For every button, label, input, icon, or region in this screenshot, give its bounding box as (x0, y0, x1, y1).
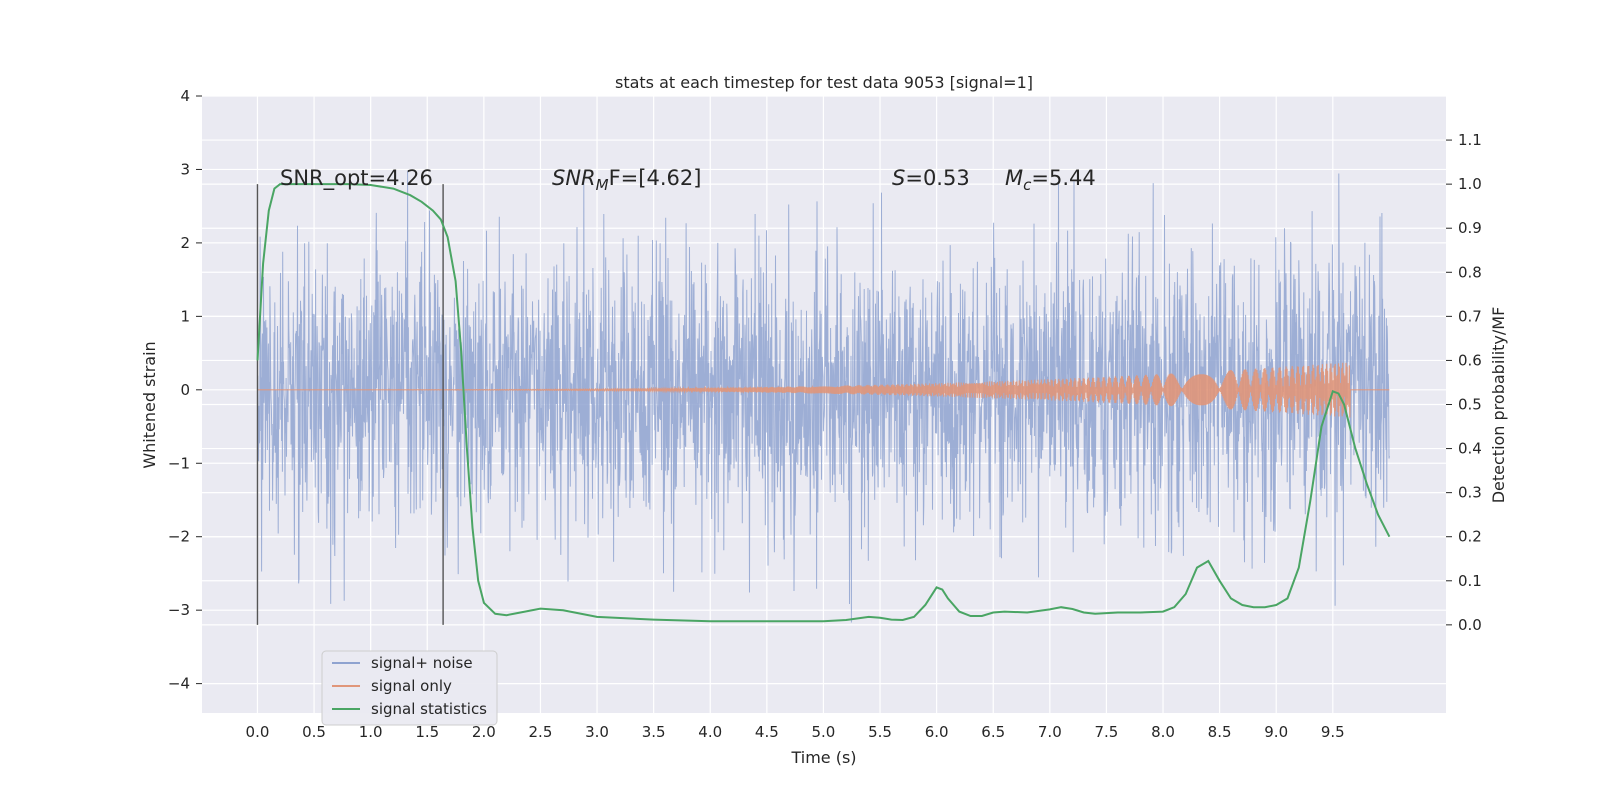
annotation-s: S=0.53 (892, 166, 970, 190)
y-tick-label-2: 2 (180, 234, 190, 252)
signal-statistics-series (256, 183, 1391, 623)
x-tick-label-12: 6.0 (925, 723, 949, 741)
annotation-snr-mf: SNRMF=[4.62] (552, 166, 701, 194)
x-tick-label-17: 8.5 (1208, 723, 1232, 741)
x-axis-label: Time (s) (790, 748, 856, 767)
x-tick-label-16: 8.0 (1151, 723, 1175, 741)
x-tick-label-11: 5.5 (868, 723, 892, 741)
annotation-s-value: =0.53 (905, 166, 969, 190)
vertical-markers (256, 184, 444, 625)
y-axis-ticks: 4 3 2 1 0 −1 −2 −3 −4 (168, 87, 202, 693)
y2-tick-label-6: 0.5 (1458, 396, 1482, 414)
y-tick-label-7: −3 (168, 601, 190, 619)
annotation-snr-mf-sub: M (596, 176, 609, 194)
x-tick-label-2: 1.0 (359, 723, 383, 741)
y2-tick-label-8: 0.3 (1458, 484, 1482, 502)
annotation-mc: Mc=5.44 (1005, 166, 1096, 194)
y2-tick-label-3: 0.8 (1458, 263, 1482, 281)
annotation-snr-mf-rest: F=[4.62] (609, 166, 702, 190)
y2-tick-label-10: 0.1 (1458, 572, 1482, 590)
x-tick-label-6: 3.0 (585, 723, 609, 741)
x-tick-label-3: 1.5 (415, 723, 439, 741)
annotation-snr-mf-main: SNR (552, 166, 596, 190)
signal-only-series (257, 362, 1390, 418)
y2-tick-label-4: 0.7 (1458, 307, 1482, 325)
x-tick-label-1: 0.5 (302, 723, 326, 741)
signal-statistics-line (256, 183, 1391, 623)
y2-axis-label: Detection probability/MF (1489, 307, 1508, 504)
annotation-mc-sub: c (1023, 176, 1032, 194)
x-tick-label-9: 4.5 (755, 723, 779, 741)
y-tick-label-1: 3 (180, 160, 190, 178)
y-tick-label-6: −2 (168, 528, 190, 546)
y2-tick-label-9: 0.2 (1458, 528, 1482, 546)
y2-tick-label-2: 0.9 (1458, 219, 1482, 237)
y-tick-label-0: 4 (180, 87, 190, 105)
y2-tick-label-7: 0.4 (1458, 440, 1482, 458)
x-tick-label-19: 9.5 (1321, 723, 1345, 741)
x-tick-label-15: 7.5 (1094, 723, 1118, 741)
y2-axis-ticks: 1.1 1.0 0.9 0.8 0.7 0.6 0.5 0.4 0.3 0.2 0.1 0.0 (1446, 131, 1482, 634)
x-axis-ticks: 0.0 0.5 1.0 1.5 2.0 2.5 3.0 3.5 4.0 4.5 5.0 5.5 6.0 6… (246, 723, 1345, 741)
legend-label-signal-statistics: signal statistics (371, 700, 487, 718)
y-axis-label: Whitened strain (140, 341, 159, 468)
y-tick-label-8: −4 (168, 675, 190, 693)
y-tick-label-4: 0 (180, 381, 190, 399)
signal-noise-series (257, 171, 1390, 623)
legend-box (321, 650, 498, 726)
y-tick-label-5: −1 (168, 454, 190, 472)
signal-only-line (257, 362, 1390, 418)
annotation-snr-opt: SNR_opt=4.26 (280, 166, 433, 191)
x-tick-label-18: 9.0 (1264, 723, 1288, 741)
x-tick-label-10: 5.0 (812, 723, 836, 741)
legend: signal+ noise signal only signal statist… (321, 650, 498, 726)
y-tick-label-3: 1 (180, 307, 190, 325)
x-tick-label-5: 2.5 (529, 723, 553, 741)
signal-noise-line (257, 171, 1390, 623)
annotation-s-var: S (892, 166, 905, 190)
y2-tick-label-5: 0.6 (1458, 351, 1482, 369)
annotation-mc-var: M (1005, 166, 1023, 190)
x-tick-label-14: 7.0 (1038, 723, 1062, 741)
x-tick-label-0: 0.0 (246, 723, 270, 741)
y2-tick-label-1: 1.0 (1458, 175, 1482, 193)
x-tick-label-8: 4.0 (698, 723, 722, 741)
legend-label-signal-noise: signal+ noise (371, 654, 473, 672)
x-tick-label-4: 2.0 (472, 723, 496, 741)
y2-tick-label-11: 0.0 (1458, 616, 1482, 634)
x-tick-label-7: 3.5 (642, 723, 666, 741)
y2-tick-label-0: 1.1 (1458, 131, 1482, 149)
chart-title: stats at each timestep for test data 905… (615, 73, 1033, 92)
annotation-mc-value: =5.44 (1031, 166, 1095, 190)
x-tick-label-13: 6.5 (981, 723, 1005, 741)
legend-label-signal-only: signal only (371, 677, 452, 695)
